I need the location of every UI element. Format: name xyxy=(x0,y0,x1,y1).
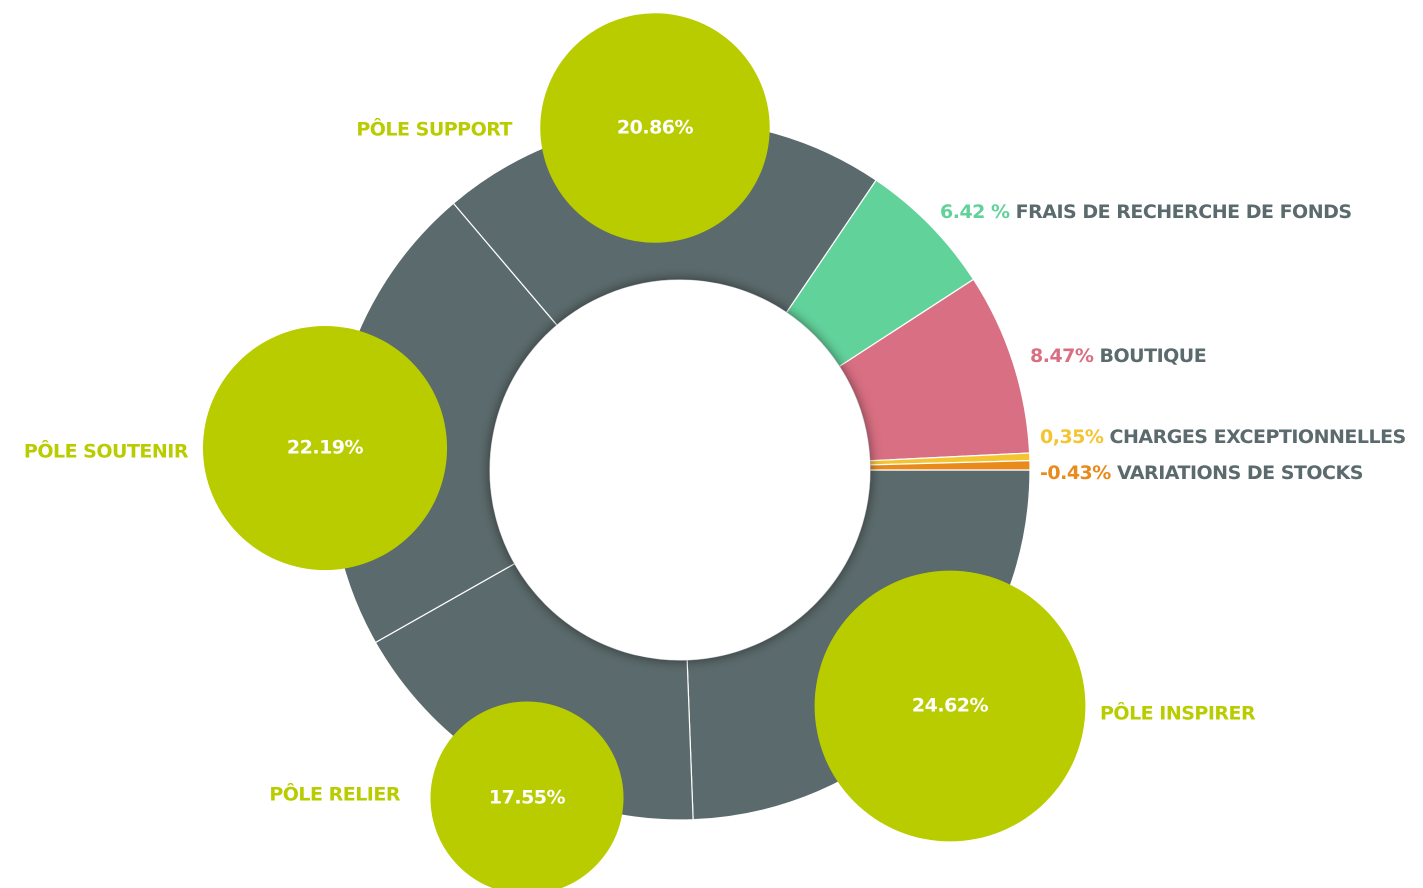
category-name: VARIATIONS DE STOCKS xyxy=(1117,462,1363,484)
value-label: 6.42 % xyxy=(940,201,1010,223)
category-name: CHARGES EXCEPTIONNELLES xyxy=(1110,426,1406,448)
bubble-value-label: 17.55% xyxy=(489,787,566,809)
segment-label: 8.47% BOUTIQUE xyxy=(1030,345,1206,367)
segment-label: -0.43% VARIATIONS DE STOCKS xyxy=(1040,462,1363,484)
value-label: -0.43% xyxy=(1040,462,1111,484)
category-label: PÔLE SOUTENIR xyxy=(24,439,189,463)
category-name: BOUTIQUE xyxy=(1100,345,1207,367)
segment-label: 6.42 % FRAIS DE RECHERCHE DE FONDS xyxy=(940,201,1352,223)
bubble xyxy=(540,13,770,243)
labels: PÔLE INSPIRER PÔLE RELIER PÔLE SOUTENIR PÔL… xyxy=(24,117,1406,809)
segment-label: 0,35% CHARGES EXCEPTIONNELLES xyxy=(1040,426,1406,448)
bubble xyxy=(202,325,448,571)
category-label: PÔLE INSPIRER xyxy=(1100,701,1256,725)
bubble xyxy=(430,701,624,888)
bubble-value-label: 22.19% xyxy=(287,437,364,459)
value-label: 0,35% xyxy=(1040,426,1104,448)
donut-hole-cover xyxy=(491,281,869,659)
donut xyxy=(202,13,1086,888)
category-name: FRAIS DE RECHERCHE DE FONDS xyxy=(1016,201,1352,223)
value-label: 8.47% xyxy=(1030,345,1094,367)
category-label: PÔLE SUPPORT xyxy=(356,117,512,141)
bubble-value-label: 20.86% xyxy=(617,117,694,139)
bubble-value-label: 24.62% xyxy=(912,695,989,717)
category-label: PÔLE RELIER xyxy=(269,782,401,806)
bubble xyxy=(814,570,1086,842)
